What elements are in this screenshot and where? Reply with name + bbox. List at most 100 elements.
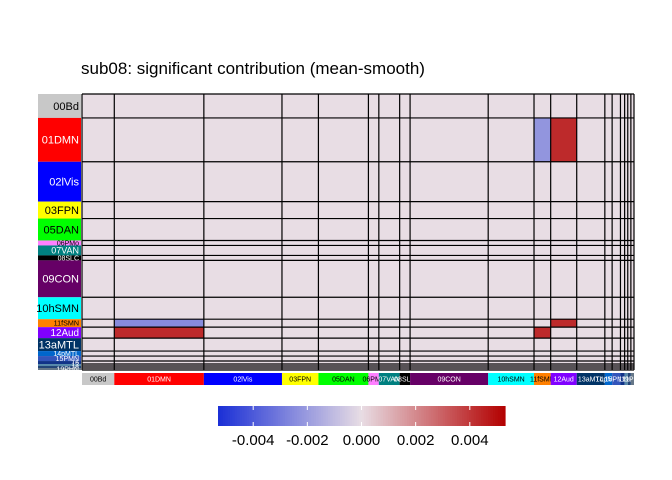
colorbar-segment <box>268 406 272 426</box>
row-label-band-00bd <box>38 94 81 118</box>
colorbar-segment <box>433 406 437 426</box>
column-label-band-19phn <box>630 373 634 385</box>
colorbar-segment <box>332 406 336 426</box>
column-label-band-07van <box>378 373 400 385</box>
row-label-band-16 <box>38 361 81 365</box>
colorbar-segment <box>265 406 269 426</box>
colorbar-segment <box>459 406 463 426</box>
colorbar-segment <box>225 406 229 426</box>
colorbar-segment <box>287 406 291 426</box>
colorbar-segment <box>383 406 387 426</box>
colorbar-segment <box>502 406 506 426</box>
colorbar-segment <box>390 406 394 426</box>
column-label-19phn: 19PHN <box>621 377 644 384</box>
colorbar-segment <box>442 406 446 426</box>
column-label-18: 18 <box>625 377 633 384</box>
row-label-band-19phn <box>38 368 81 370</box>
colorbar-segment <box>304 406 308 426</box>
row-label-18: 18 <box>71 364 79 371</box>
colorbar-segment <box>234 406 238 426</box>
column-label-06pmo: 06PMo <box>363 377 385 384</box>
row-label-07van: 07VAN <box>51 246 79 256</box>
colorbar-segment <box>397 406 401 426</box>
row-label-03fpn: 03FPN <box>45 205 79 217</box>
colorbar-segment <box>426 406 430 426</box>
row-label-19phn: 19PHN <box>56 366 79 373</box>
colorbar-segment <box>306 406 310 426</box>
column-label-01dmn: 01DMN <box>147 377 171 384</box>
colorbar-segment <box>380 406 384 426</box>
row-label-17: 17 <box>71 362 79 369</box>
colorbar-segment <box>349 406 353 426</box>
row-label-15pmn: 15PMN <box>56 356 79 363</box>
row-label-09con: 09CON <box>42 274 79 286</box>
colorbar-tick-label: 0.004 <box>451 432 489 449</box>
colorbar-segment <box>220 406 224 426</box>
colorbar-segment <box>282 406 286 426</box>
row-label-11fsmn: 11fSMN <box>54 320 79 328</box>
colorbar-segment <box>301 406 305 426</box>
column-label-band-11fsmn <box>534 373 551 385</box>
colorbar-segment <box>469 406 473 426</box>
colorbar-segment <box>292 406 296 426</box>
colorbar-segment <box>411 406 415 426</box>
colorbar-segment <box>478 406 482 426</box>
colorbar-tick-label: 0.000 <box>343 432 381 449</box>
colorbar-segment <box>270 406 274 426</box>
column-label-02lvis: 02lVis <box>233 377 252 384</box>
colorbar-segment <box>263 406 267 426</box>
colorbar-segment <box>490 406 494 426</box>
row-label-16: 16 <box>71 360 79 367</box>
colorbar-segment <box>289 406 293 426</box>
colorbar-segment <box>316 406 320 426</box>
row-label-08slc: 08SLC <box>58 255 79 262</box>
colorbar-segment <box>222 406 226 426</box>
colorbar-segment <box>435 406 439 426</box>
column-label-16: 16 <box>619 377 627 384</box>
column-label-band-13amtl <box>576 373 605 385</box>
colorbar-segment <box>275 406 279 426</box>
colorbar-segment <box>471 406 475 426</box>
column-label-03fpn: 03FPN <box>289 377 311 384</box>
colorbar-segment <box>366 406 370 426</box>
column-label-08slc: 08SLC <box>394 377 415 384</box>
column-label-band-17 <box>624 373 628 385</box>
colorbar-segment <box>440 406 444 426</box>
heatmap-cell-01dmn-11fsmn <box>534 117 551 162</box>
column-label-band-14pmtl <box>604 373 613 385</box>
colorbar-segment <box>371 406 375 426</box>
colorbar-segment <box>461 406 465 426</box>
colorbar-segment <box>466 406 470 426</box>
column-label-17: 17 <box>622 377 630 384</box>
colorbar-segment <box>232 406 236 426</box>
row-label-02lvis: 02lVis <box>49 177 79 189</box>
colorbar-segment <box>473 406 477 426</box>
colorbar-segment <box>449 406 453 426</box>
colorbar-segment <box>299 406 303 426</box>
row-label-06pmo: 06PMo <box>57 240 79 247</box>
colorbar-segment <box>351 406 355 426</box>
colorbar-segment <box>308 406 312 426</box>
heatmap-cell-11fsmn-12aud <box>550 319 577 328</box>
colorbar-segment <box>328 406 332 426</box>
colorbar-segment <box>256 406 260 426</box>
row-label-strip: 00Bd 01DMN 02lVis 03FPN 05DAN 06PMo07VAN08SLC… <box>36 94 81 373</box>
colorbar-segment <box>488 406 492 426</box>
colorbar-segment <box>385 406 389 426</box>
grid-lines <box>81 93 635 371</box>
row-label-band-06pmo <box>38 240 81 246</box>
colorbar-segment <box>251 406 255 426</box>
colorbar-segment <box>354 406 358 426</box>
colorbar-segment <box>313 406 317 426</box>
colorbar-segment <box>476 406 480 426</box>
column-label-band-18 <box>627 373 631 385</box>
row-label-05dan: 05DAN <box>44 224 80 236</box>
colorbar-segment <box>239 406 243 426</box>
colorbar-segment <box>227 406 231 426</box>
column-label-band-08slc <box>399 373 411 385</box>
colorbar-segment <box>325 406 329 426</box>
colorbar-segment <box>438 406 442 426</box>
colorbar-segment <box>363 406 367 426</box>
colorbar-segment <box>445 406 449 426</box>
